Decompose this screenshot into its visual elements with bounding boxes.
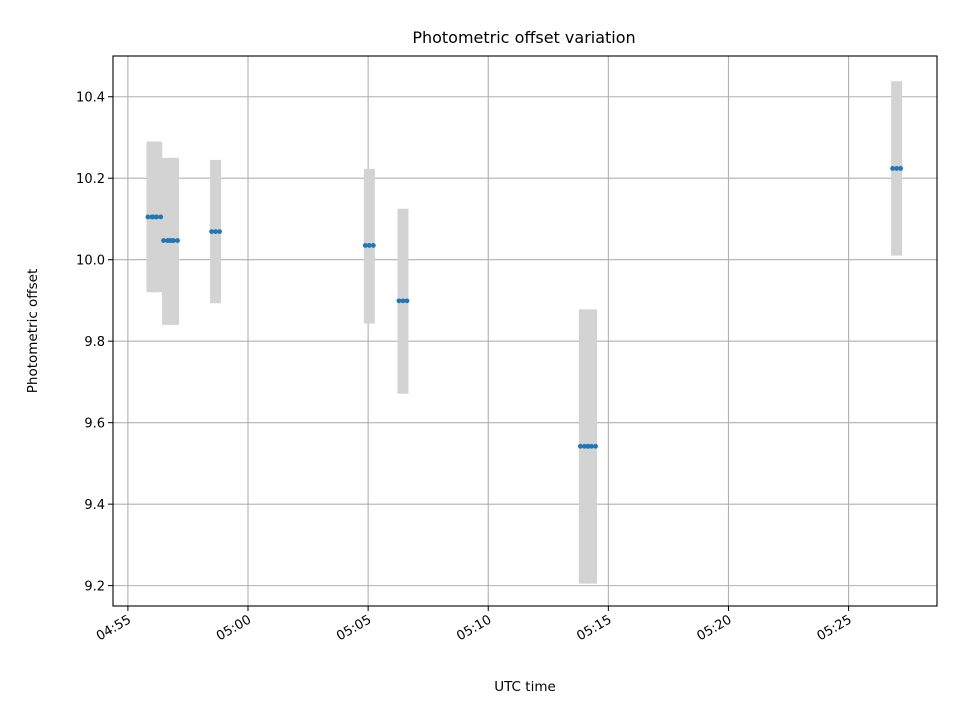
data-point [404,298,410,304]
data-point [366,243,372,248]
data-point [362,243,368,248]
data-point [175,238,180,243]
data-point [213,229,218,234]
data-point [171,238,176,243]
data-point [145,214,151,220]
data-point [167,238,172,243]
data-markers [145,166,904,449]
data-point [589,443,594,449]
x-tick-label: 05:25 [815,612,855,644]
y-tick-label: 9.2 [84,580,105,595]
y-tick-label: 9.8 [84,335,105,350]
data-point [217,229,222,234]
error-bars [146,81,903,584]
x-tick-label: 05:20 [695,612,735,644]
y-axis-ticks: 9.2 9.4 9.6 9.8 10.0 10.2 10.4 [76,91,113,595]
data-point [577,443,583,449]
data-point [161,238,166,243]
x-axis-ticks: 04:55 05:00 05:05 05:10 05:15 05:20 05:25 [94,606,855,644]
plot-frame [112,55,938,607]
data-point [898,166,904,171]
data-point [894,166,900,171]
y-tick-label: 10.4 [76,91,105,106]
y-tick-label: 10.0 [76,254,105,269]
x-tick-label: 05:10 [454,612,494,644]
y-axis-label: Photometric offset [25,269,41,393]
x-tick-label: 05:15 [574,612,614,644]
x-tick-label: 04:55 [94,612,134,644]
data-point [890,166,896,171]
y-tick-label: 10.2 [76,172,105,187]
data-point [585,443,590,449]
chart-title: Photometric offset variation [412,28,635,47]
data-point [396,298,402,304]
data-point [150,214,156,220]
x-tick-label: 05:05 [334,612,374,644]
x-axis-label: UTC time [494,679,556,695]
y-tick-label: 9.6 [84,417,105,432]
data-point [593,443,598,449]
grid [113,56,937,606]
data-point [158,214,164,220]
data-point [154,214,160,220]
data-point [400,298,406,304]
y-tick-label: 9.4 [84,498,105,513]
data-point [209,229,214,234]
data-point [370,243,376,248]
x-tick-label: 05:00 [214,612,254,644]
